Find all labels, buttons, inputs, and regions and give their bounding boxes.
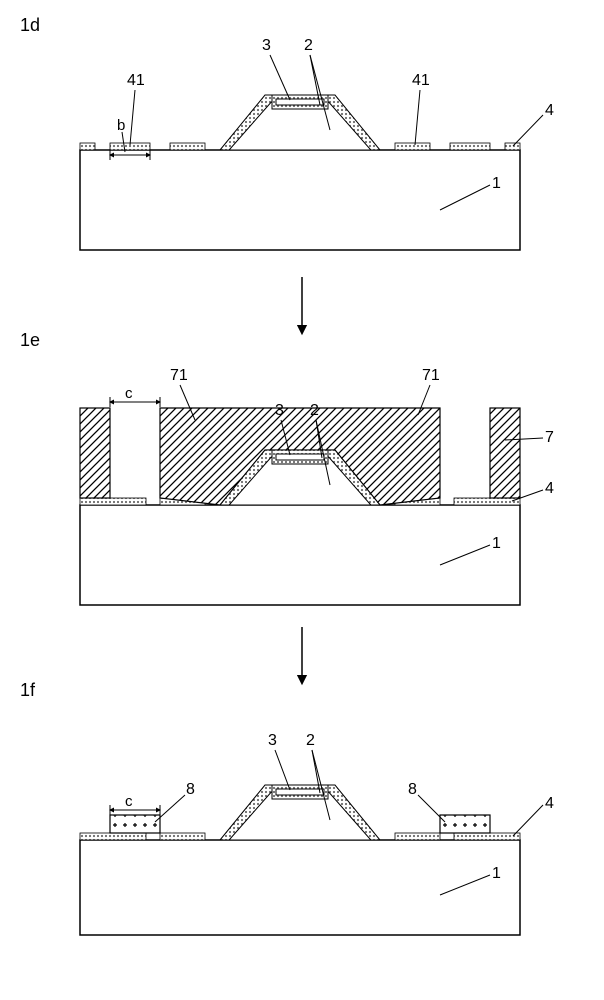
dim-label-c: c [125, 385, 133, 402]
callout-label-4: 4 [545, 480, 554, 497]
callout-label-1: 1 [492, 535, 501, 552]
figure-1d: 32414141b [0, 0, 604, 270]
callout-label-8: 8 [186, 781, 195, 798]
callout-label-2: 2 [304, 37, 313, 54]
callout-label-4: 4 [545, 795, 554, 812]
callout-label-7: 7 [545, 429, 554, 446]
dim-label-b: b [117, 117, 125, 134]
callout-label-1: 1 [492, 175, 501, 192]
callout-label-3: 3 [275, 402, 284, 419]
callout-label-3: 3 [262, 37, 271, 54]
callout-label-71: 71 [422, 367, 440, 384]
callout-label-1: 1 [492, 865, 501, 882]
callout-label-3: 3 [268, 732, 277, 749]
callout-label-41: 41 [127, 72, 145, 89]
callout-label-8: 8 [408, 781, 417, 798]
flow-arrow-1 [287, 275, 317, 342]
callout-label-2: 2 [306, 732, 315, 749]
callout-label-71: 71 [170, 367, 188, 384]
flow-arrow-2 [287, 625, 317, 692]
figure-1f: 3 2 8 8 4 1 c [0, 690, 604, 970]
callout-label-41: 41 [412, 72, 430, 89]
figure-1e: 71 71 3 2 7 4 1 c [0, 320, 604, 630]
callout-label-2: 2 [310, 402, 319, 419]
dim-label-c: c [125, 793, 133, 810]
callout-label-4: 4 [545, 102, 554, 119]
